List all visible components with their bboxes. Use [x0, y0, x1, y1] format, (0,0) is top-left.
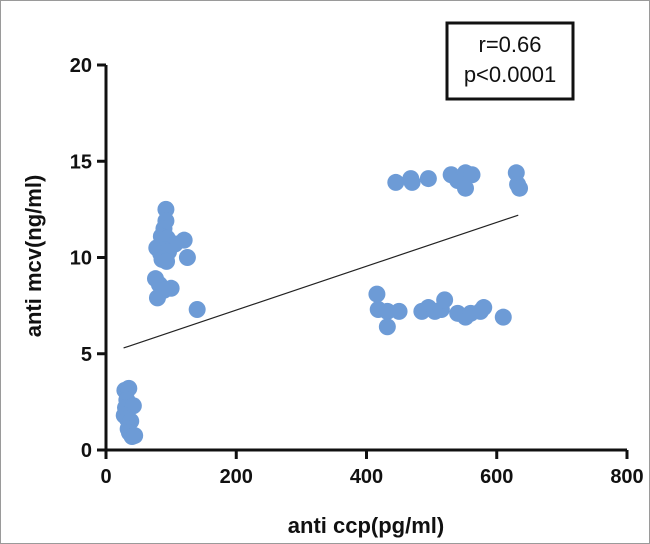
data-point: [511, 179, 529, 197]
x-tick-label: 200: [220, 466, 253, 488]
y-tick-label: 10: [70, 248, 92, 270]
p-value-text: p<0.0001: [464, 62, 556, 87]
x-tick-label: 0: [100, 466, 111, 488]
data-point: [390, 302, 408, 320]
data-point: [158, 252, 176, 270]
data-point: [188, 300, 206, 318]
x-tick-label: 600: [480, 466, 513, 488]
ticks-layer: 0 200 400 600 800 0 5 10 15 20: [70, 55, 644, 488]
y-tick-label: 15: [70, 151, 92, 173]
stat-annotation-box: r=0.66 p<0.0001: [445, 21, 575, 101]
data-point: [387, 173, 405, 191]
y-tick-label: 0: [81, 440, 92, 462]
x-tick-label: 400: [350, 466, 383, 488]
data-point: [419, 170, 437, 188]
data-point: [126, 427, 144, 445]
data-point: [475, 299, 493, 317]
regression-line: [123, 214, 519, 349]
x-tick-label: 800: [610, 466, 643, 488]
stat-annotation-frame: [445, 21, 575, 101]
data-point: [403, 173, 421, 191]
y-tick-label: 5: [81, 344, 92, 366]
data-point: [178, 249, 196, 266]
y-tick-label: 20: [70, 55, 92, 77]
y-axis-title: anti mcv(ng/ml): [21, 175, 46, 338]
regression-layer: [123, 214, 519, 349]
data-point: [436, 291, 454, 309]
data-point: [378, 302, 396, 320]
data-point: [148, 289, 166, 307]
points-layer: [115, 164, 529, 446]
data-point: [378, 318, 396, 336]
data-point: [368, 285, 386, 303]
data-point: [494, 308, 512, 326]
data-point: [463, 166, 481, 184]
x-axis-title: anti ccp(pg/ml): [288, 513, 444, 538]
data-point: [456, 179, 474, 197]
correlation-text: r=0.66: [479, 32, 542, 57]
